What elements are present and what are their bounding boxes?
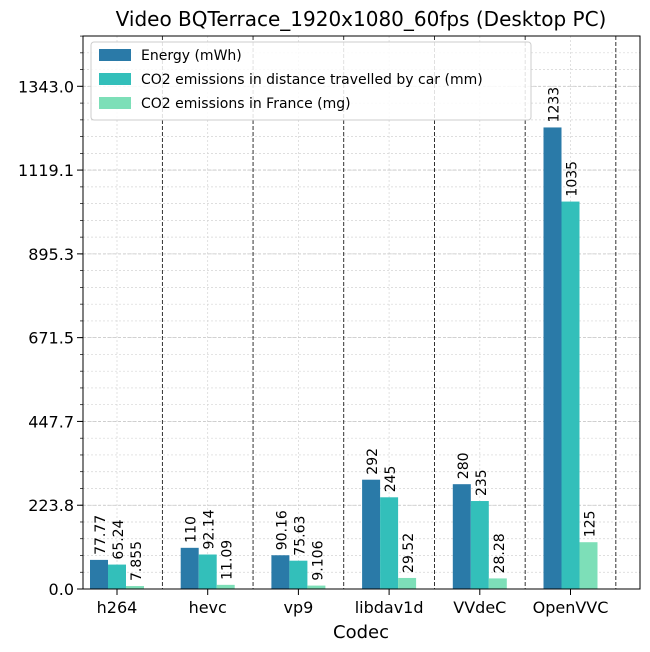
y-axis-ticks: 0.0 223.8 447.7 671.5 895.3 1119.1 1343.0 xyxy=(18,35,83,599)
bar-value-label: 1233 xyxy=(547,87,563,123)
bar xyxy=(398,577,417,589)
bar-value-label: 245 xyxy=(383,466,399,493)
x-tick-label: h264 xyxy=(97,598,138,617)
bar-value-label: 9.106 xyxy=(310,540,326,580)
y-tick-label: 1119.1 xyxy=(18,161,74,180)
bar-value-label: 110 xyxy=(184,516,200,543)
x-tick-label: libdav1d xyxy=(355,598,424,617)
x-axis-ticks: h264 hevc vp9 libdav1d VVdeC OpenVVC xyxy=(97,589,609,617)
bar-value-label: 11.09 xyxy=(220,540,236,580)
bar xyxy=(90,559,108,589)
legend: Energy (mWh) CO2 emissions in distance tr… xyxy=(90,41,532,121)
bar xyxy=(561,201,580,590)
category-separators xyxy=(161,36,617,589)
bar xyxy=(289,560,308,589)
x-tick-label: VVdeC xyxy=(453,598,506,617)
bar-value-label: 77.77 xyxy=(93,515,109,555)
bar-value-label: 65.24 xyxy=(111,519,127,559)
legend-box xyxy=(90,41,532,121)
bar xyxy=(543,127,562,590)
bar-value-label: 1035 xyxy=(565,161,581,197)
bar-value-label: 28.28 xyxy=(492,533,508,573)
bar-value-label: 292 xyxy=(365,448,381,475)
chart-title: Video BQTerrace_1920x1080_60fps (Desktop… xyxy=(116,7,607,31)
legend-label: Energy (mWh) xyxy=(141,48,242,64)
x-tick-label: hevc xyxy=(189,598,227,617)
legend-swatch xyxy=(99,49,131,61)
bar xyxy=(452,484,471,589)
bar-value-label: 280 xyxy=(456,452,472,479)
plot-frame xyxy=(82,35,641,590)
bar xyxy=(307,585,326,589)
bar xyxy=(216,584,235,589)
x-tick-label: vp9 xyxy=(283,598,313,617)
bar-value-label: 90.16 xyxy=(274,510,290,550)
y-tick-label: 447.7 xyxy=(28,412,74,431)
bar-value-label: 92.14 xyxy=(202,509,218,549)
bar xyxy=(470,501,489,589)
legend-swatch xyxy=(99,73,131,85)
legend-label: CO2 emissions in France (mg) xyxy=(141,96,351,112)
bar-value-label: 235 xyxy=(474,469,490,496)
bar xyxy=(380,497,399,589)
legend-label: CO2 emissions in distance travelled by c… xyxy=(141,72,483,88)
bar-value-label: 125 xyxy=(583,510,599,537)
legend-swatch xyxy=(99,97,131,109)
bar xyxy=(362,479,381,589)
bar xyxy=(488,578,507,589)
x-tick-label: OpenVVC xyxy=(533,598,609,617)
y-tick-label: 0.0 xyxy=(49,580,74,599)
bar xyxy=(108,564,126,589)
bar xyxy=(180,547,199,589)
y-tick-label: 223.8 xyxy=(28,496,74,515)
bar xyxy=(126,586,144,589)
bars xyxy=(90,127,598,590)
bar xyxy=(198,554,217,589)
bar-value-label: 75.63 xyxy=(292,516,308,556)
y-tick-label: 671.5 xyxy=(28,329,74,348)
x-axis-label: Codec xyxy=(333,622,389,643)
bar-value-label: 7.855 xyxy=(129,541,145,581)
y-tick-label: 895.3 xyxy=(28,245,74,264)
bar xyxy=(271,555,290,589)
bar xyxy=(579,542,598,589)
bar-value-label: 29.52 xyxy=(401,533,417,573)
y-tick-label: 1343.0 xyxy=(18,77,74,96)
